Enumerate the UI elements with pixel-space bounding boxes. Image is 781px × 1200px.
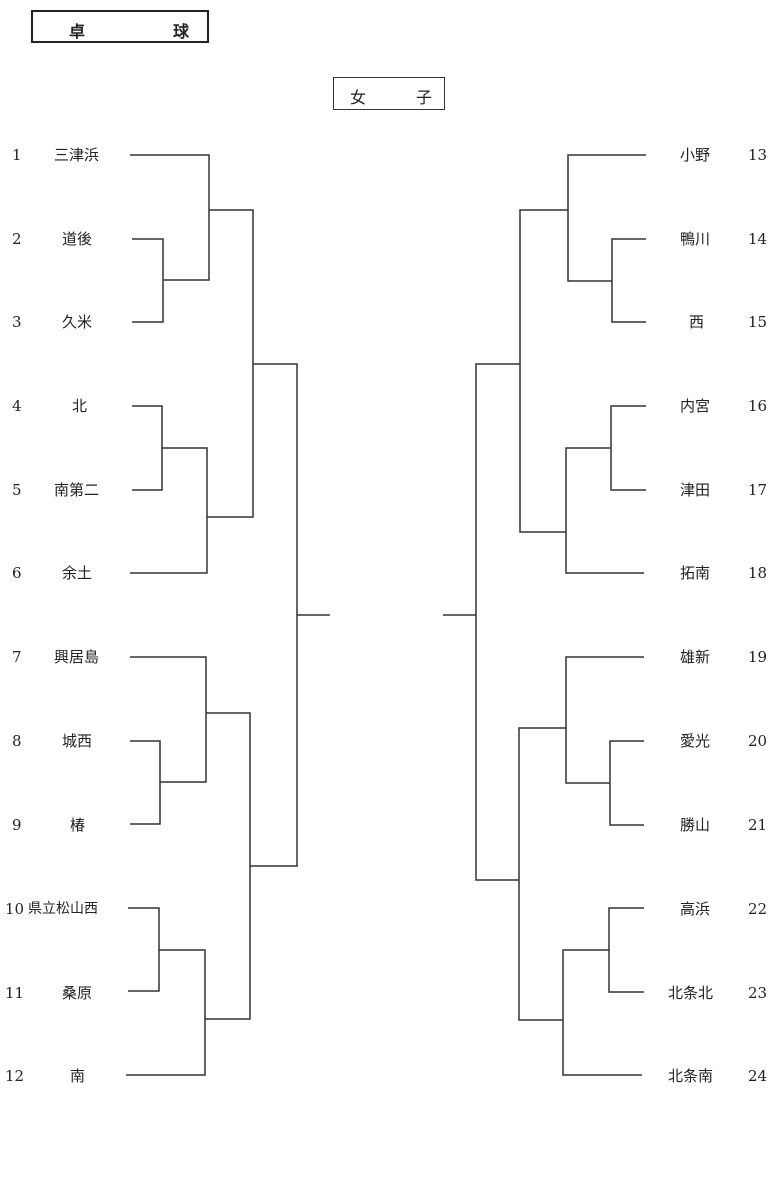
entry-number: 20 <box>748 732 768 750</box>
entry-number: 2 <box>12 230 22 248</box>
team-name: 道後 <box>62 230 93 248</box>
entry-number: 1 <box>12 146 22 164</box>
bracket-line <box>565 447 644 574</box>
sport-title-box: 卓 球 <box>31 10 209 43</box>
bracket-line <box>610 405 646 491</box>
entry-number: 7 <box>12 648 22 666</box>
entry-number: 18 <box>748 564 768 582</box>
team-name: 鴨川 <box>680 230 711 248</box>
team-name: 椿 <box>70 816 86 834</box>
entry-number: 14 <box>748 230 768 248</box>
team-name: 小野 <box>680 146 711 164</box>
bracket-line <box>518 727 566 1021</box>
bracket-line <box>562 949 642 1076</box>
entry-number: 5 <box>12 481 22 499</box>
team-name: 城西 <box>62 732 93 750</box>
team-name: 桑原 <box>62 984 93 1002</box>
entry-number: 12 <box>5 1067 25 1085</box>
bracket-line <box>250 363 298 867</box>
bracket-line <box>609 740 644 826</box>
entry-number: 24 <box>748 1067 768 1085</box>
entry-number: 15 <box>748 313 768 331</box>
bracket-line <box>611 238 646 323</box>
entry-number: 17 <box>748 481 768 499</box>
team-name: 高浜 <box>680 900 711 918</box>
bracket-line <box>132 405 163 491</box>
bracket-line <box>130 740 161 825</box>
entry-number: 6 <box>12 564 22 582</box>
team-name: 北条南 <box>668 1067 714 1085</box>
team-name: 雄新 <box>680 648 711 666</box>
team-name: 北 <box>72 397 88 415</box>
bracket-line <box>128 907 160 992</box>
team-name: 三津浜 <box>54 146 100 164</box>
bracket-line <box>205 712 251 1020</box>
entry-number: 13 <box>748 146 768 164</box>
team-name: 県立松山西 <box>28 901 98 917</box>
bracket-line <box>132 238 164 323</box>
bracket-line <box>130 656 207 783</box>
bracket-line <box>608 907 644 993</box>
sport-title-right: 球 <box>173 22 190 41</box>
entry-number: 23 <box>748 984 768 1002</box>
entry-number: 10 <box>5 900 25 918</box>
bracket-line <box>130 447 208 574</box>
team-name: 南第二 <box>54 481 100 499</box>
entry-number: 22 <box>748 900 768 918</box>
entry-number: 21 <box>748 816 768 834</box>
team-name: 勝山 <box>680 816 711 834</box>
entry-number: 9 <box>12 816 22 834</box>
team-name: 西 <box>689 313 705 331</box>
category-box: 女 子 <box>333 77 445 110</box>
entry-number: 19 <box>748 648 768 666</box>
entry-number: 16 <box>748 397 768 415</box>
category-right: 子 <box>416 88 433 107</box>
entry-number: 8 <box>12 732 22 750</box>
team-name: 内宮 <box>680 397 711 415</box>
bracket-line <box>567 154 646 282</box>
bracket-line <box>475 363 520 881</box>
entry-number: 3 <box>12 313 22 331</box>
bracket-line <box>126 949 206 1076</box>
team-name: 興居島 <box>54 648 100 666</box>
team-name: 北条北 <box>668 984 714 1002</box>
team-name: 津田 <box>680 481 711 499</box>
team-name: 久米 <box>62 313 93 331</box>
entry-number: 4 <box>12 397 22 415</box>
team-name: 拓南 <box>680 564 711 582</box>
bracket-line <box>565 656 644 784</box>
team-name: 余土 <box>62 564 93 582</box>
team-name: 愛光 <box>680 732 711 750</box>
entry-number: 11 <box>5 984 25 1002</box>
bracket-line <box>130 154 210 281</box>
team-name: 南 <box>70 1067 86 1085</box>
sport-title-left: 卓 <box>69 22 86 41</box>
bracket-line <box>207 209 254 518</box>
category-left: 女 <box>350 88 367 107</box>
bracket-line <box>519 209 568 533</box>
